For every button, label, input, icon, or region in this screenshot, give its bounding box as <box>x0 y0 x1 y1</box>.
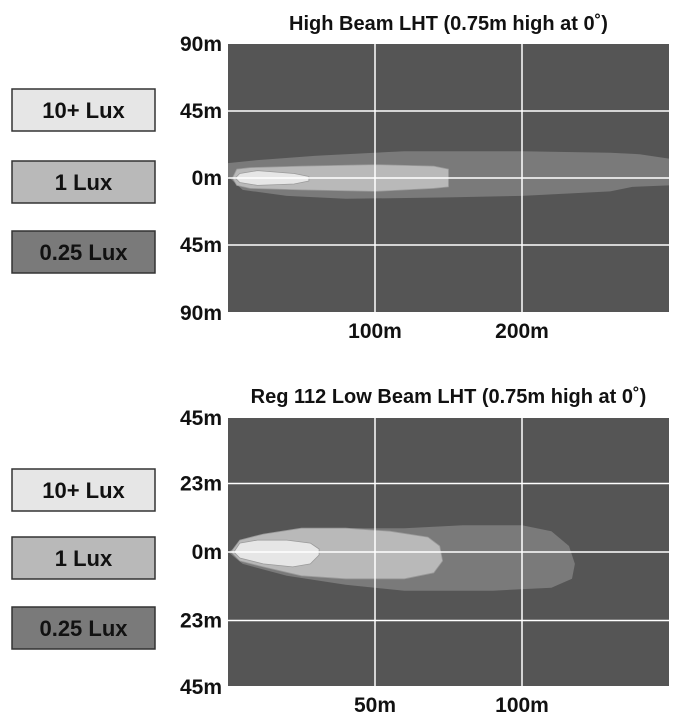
legend-label: 0.25 Lux <box>39 240 128 265</box>
legend-swatch <box>11 606 156 650</box>
legend-swatch <box>11 160 156 204</box>
legend-label: 10+ Lux <box>42 478 125 503</box>
legend-swatch <box>11 468 156 512</box>
legend-item: 0.25 Lux <box>11 230 156 274</box>
chart-title: High Beam LHT (0.75m high at 0˚) <box>289 12 608 35</box>
y-tick-label: 0m <box>192 167 222 190</box>
y-tick-label: 0m <box>192 541 222 564</box>
y-tick-label: 45m <box>180 234 222 257</box>
legend-swatch <box>11 230 156 274</box>
legend-item: 1 Lux <box>11 160 156 204</box>
legend-label: 0.25 Lux <box>39 616 128 641</box>
legend-label: 1 Lux <box>55 546 113 571</box>
y-tick-label: 45m <box>180 407 222 430</box>
y-tick-label: 45m <box>180 676 222 699</box>
y-tick-label: 90m <box>180 302 222 325</box>
x-tick-label: 50m <box>354 694 396 717</box>
chart-2: Reg 112 Low Beam LHT (0.75m high at 0˚) 4… <box>11 385 669 717</box>
legend-item: 0.25 Lux <box>11 606 156 650</box>
legend-label: 10+ Lux <box>42 98 125 123</box>
chart-1: High Beam LHT (0.75m high at 0˚) 90m 45m 0m… <box>11 12 669 343</box>
y-tick-label: 23m <box>180 609 222 632</box>
chart-title: Reg 112 Low Beam LHT (0.75m high at 0˚) <box>251 385 647 408</box>
y-tick-label: 90m <box>180 33 222 56</box>
legend-swatch <box>11 88 156 132</box>
legend-label: 1 Lux <box>55 170 113 195</box>
x-tick-label: 100m <box>348 320 402 343</box>
legend-item: 10+ Lux <box>11 468 156 512</box>
x-tick-label: 100m <box>495 694 549 717</box>
y-tick-label: 23m <box>180 473 222 496</box>
legend-item: 1 Lux <box>11 536 156 580</box>
y-tick-label: 45m <box>180 100 222 123</box>
legend-item: 10+ Lux <box>11 88 156 132</box>
legend-swatch <box>11 536 156 580</box>
x-tick-label: 200m <box>495 320 549 343</box>
